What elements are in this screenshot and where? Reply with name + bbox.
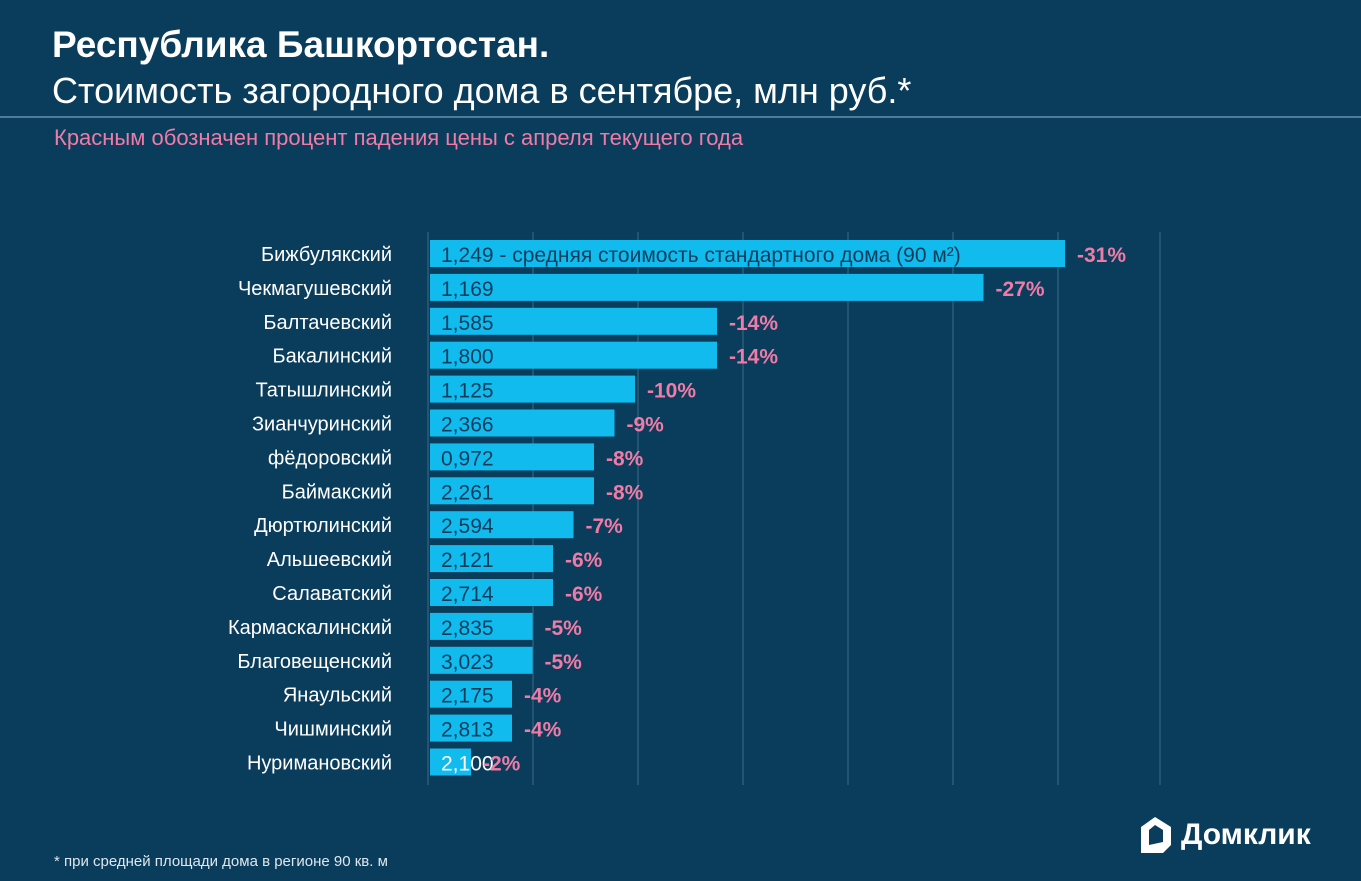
category-label: фёдоровский — [268, 447, 392, 469]
value-label: 2,121 — [441, 549, 494, 572]
category-label: Бакалинский — [272, 346, 392, 368]
percent-label: -8% — [606, 481, 644, 504]
bar — [430, 511, 574, 539]
percent-label: -2% — [483, 753, 521, 776]
bar — [430, 748, 471, 776]
value-label: 1,249 - средняя стоимость стандартного д… — [441, 244, 961, 267]
category-label: Благовещенский — [237, 651, 392, 673]
header-divider — [0, 116, 1361, 118]
category-label: Баймакский — [282, 481, 392, 503]
percent-label: -5% — [545, 651, 583, 674]
percent-label: -6% — [565, 583, 603, 606]
percent-label: -6% — [565, 549, 603, 572]
category-label: Салаватский — [272, 583, 392, 605]
bars — [430, 240, 1065, 776]
logo-text: Домклик — [1181, 818, 1311, 851]
percent-label: -14% — [729, 346, 778, 369]
bar — [430, 545, 553, 573]
category-label: Чекмагушевский — [238, 278, 392, 300]
value-label: 1,125 — [441, 380, 494, 403]
bar — [430, 714, 512, 742]
category-label: Чишминский — [274, 719, 392, 741]
percent-label: -8% — [606, 447, 644, 470]
category-label: Янаульский — [283, 685, 392, 707]
value-label: 2,714 — [441, 583, 494, 606]
category-label: Кармаскалинский — [228, 617, 392, 639]
category-label: Татышлинский — [255, 380, 392, 402]
house-logo-icon — [1141, 817, 1171, 853]
category-label: Альшеевский — [267, 549, 392, 571]
chart-subtitle: Стоимость загородного дома в сентябре, м… — [52, 70, 912, 111]
percent-label: -10% — [647, 380, 696, 403]
percent-label: -7% — [586, 515, 624, 538]
value-label: 2,366 — [441, 414, 494, 437]
bar — [430, 646, 533, 674]
percent-label: -14% — [729, 312, 778, 335]
bar — [430, 307, 717, 335]
value-label: 2,100 — [441, 753, 494, 776]
footnote: * при средней площади дома в регионе 90 … — [54, 853, 388, 870]
category-label: Нуримановский — [247, 753, 392, 775]
value-label: 1,800 — [441, 346, 494, 369]
category-label: Зианчуринский — [252, 414, 392, 436]
chart-note: Красным обозначен процент падения цены с… — [54, 125, 744, 150]
bar — [430, 375, 635, 403]
bar — [430, 341, 717, 369]
bar — [430, 477, 594, 505]
percent-label: -31% — [1077, 244, 1126, 267]
gridlines — [427, 232, 1161, 785]
percent-label: -27% — [996, 278, 1045, 301]
value-label: 2,261 — [441, 481, 494, 504]
percent-label: -5% — [545, 617, 583, 640]
bar — [430, 612, 533, 640]
value-label: 0,972 — [441, 447, 494, 470]
domclick-logo: Домклик — [1137, 815, 1311, 855]
bar — [430, 443, 594, 471]
value-label: 1,585 — [441, 312, 494, 335]
bar — [430, 240, 1065, 267]
bar — [430, 680, 512, 708]
category-label: Бижбулякский — [261, 244, 392, 266]
category-label: Дюртюлинский — [254, 515, 392, 537]
bar — [430, 273, 984, 301]
value-label: 3,023 — [441, 651, 494, 674]
value-label: 2,813 — [441, 719, 494, 742]
percent-label: -9% — [627, 414, 665, 437]
labels: Бижбулякский 1,249 - средняя стоимость ст… — [228, 244, 1126, 776]
value-label: 2,175 — [441, 685, 494, 708]
value-label: 2,835 — [441, 617, 494, 640]
percent-label: -4% — [524, 719, 562, 742]
category-label: Балтачевский — [263, 312, 392, 334]
value-label: 2,594 — [441, 515, 494, 538]
bar — [430, 579, 553, 606]
chart-title: Республика Башкортостан. — [52, 24, 550, 65]
value-label: 1,169 — [441, 278, 494, 301]
percent-label: -4% — [524, 685, 562, 708]
bar — [430, 409, 615, 437]
